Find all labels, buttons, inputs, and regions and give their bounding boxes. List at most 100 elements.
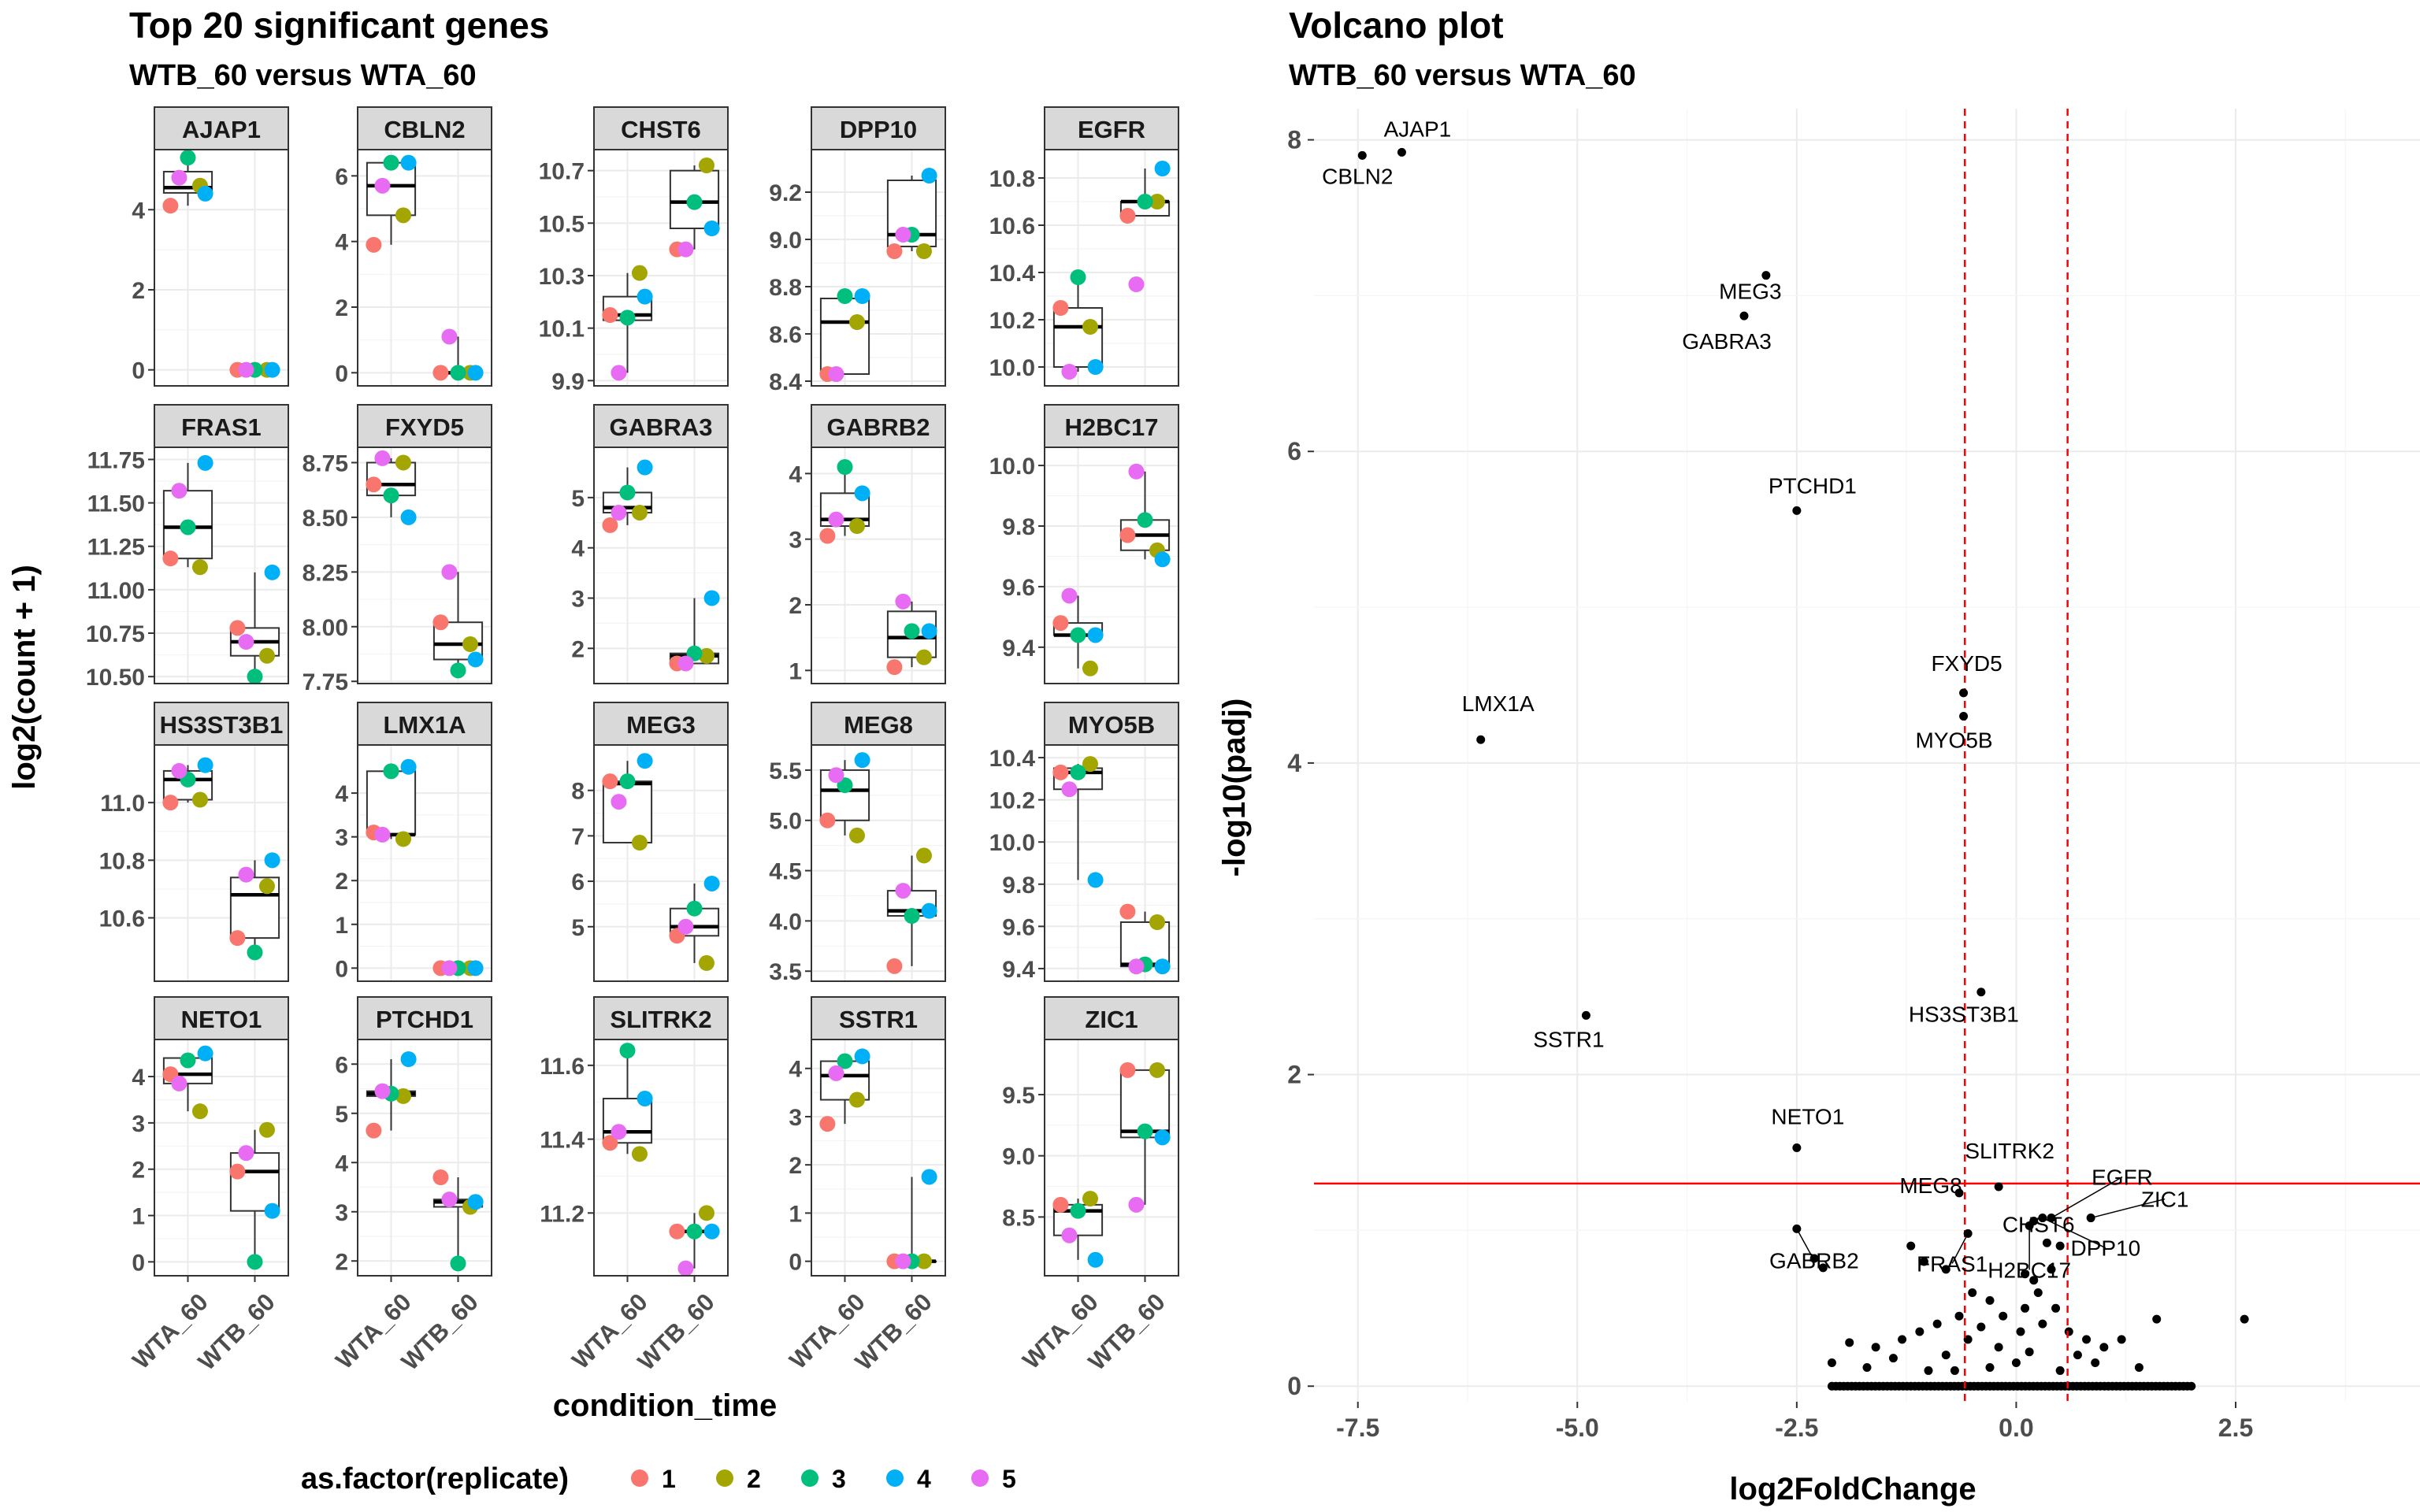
data-point-replicate-3 — [1070, 1203, 1086, 1219]
data-point-replicate-1 — [1119, 1062, 1136, 1078]
y-tick-label: 11.75 — [87, 447, 145, 473]
data-point-replicate-5 — [1061, 364, 1078, 380]
data-point-replicate-4 — [400, 1051, 417, 1067]
y-tick-label: 9.6 — [1002, 914, 1035, 940]
data-point-replicate-3 — [1137, 512, 1153, 528]
data-point-replicate-2 — [698, 1205, 714, 1221]
panel-strip-label: LMX1A — [383, 711, 466, 739]
data-point-replicate-1 — [1052, 764, 1069, 780]
data-point-replicate-4 — [1154, 551, 1171, 568]
data-point-replicate-3 — [383, 487, 399, 504]
y-tick-label: 6 — [335, 1052, 348, 1078]
volcano-point — [2011, 1358, 2021, 1368]
y-tick-label: 8.50 — [302, 506, 348, 532]
volcano-point — [2082, 1335, 2092, 1344]
data-point-replicate-1 — [1119, 527, 1136, 543]
y-tick-label: 10.7 — [539, 159, 585, 185]
panel-fras1: FRAS1 10.50 10.75 11.00 11.25 11.50 11.75 — [86, 404, 289, 691]
panel-strip — [154, 106, 289, 150]
panel-chst6: CHST6 9.9 10.1 10.3 10.5 10.7 — [539, 106, 729, 395]
data-point-replicate-1 — [886, 958, 903, 974]
y-tick-label: 4 — [335, 230, 348, 256]
data-point-replicate-4 — [637, 753, 653, 769]
gene-label-myo5b: MYO5B — [1916, 728, 1993, 753]
panel-border — [593, 447, 729, 684]
data-point-replicate-4 — [400, 509, 417, 525]
y-tick-label: 4.5 — [769, 859, 802, 885]
panel-border — [811, 744, 946, 982]
y-tick-label: 2 — [335, 1249, 348, 1275]
data-point-replicate-5 — [611, 1124, 627, 1140]
y-tick-label: 9.4 — [1002, 636, 1035, 662]
panel-cbln2: CBLN2 0 2 4 6 — [335, 106, 492, 387]
y-tick-label: 10.5 — [539, 211, 585, 237]
gene-label-lmx1a: LMX1A — [1462, 691, 1535, 716]
panel-border — [811, 447, 946, 684]
y-tick-label: 4 — [571, 536, 585, 562]
panel-strip-label: MYO5B — [1068, 711, 1155, 739]
data-point-replicate-2 — [848, 518, 865, 534]
data-point-replicate-5 — [828, 511, 844, 528]
data-point-replicate-2 — [462, 636, 478, 652]
y-tick-label: 11.2 — [540, 1201, 585, 1227]
y-tick-label: 4.0 — [769, 909, 802, 935]
volcano-point — [2091, 1358, 2100, 1368]
data-point-replicate-4 — [637, 1091, 653, 1106]
data-point-replicate-3 — [180, 150, 196, 166]
panel-strip — [357, 702, 492, 746]
data-point-replicate-2 — [698, 647, 714, 664]
panel-plot-area — [594, 447, 728, 684]
y-tick-label: 0 — [335, 361, 348, 387]
data-point-replicate-5 — [611, 794, 627, 810]
data-point-replicate-1 — [432, 365, 449, 381]
data-point-replicate-3 — [247, 944, 263, 961]
data-point-replicate-4 — [197, 185, 213, 202]
gene-label-fxyd5: FXYD5 — [1931, 651, 2002, 676]
data-point-replicate-1 — [366, 1122, 382, 1139]
y-tick-label: 4 — [132, 1065, 145, 1091]
y-tick-label: 1 — [132, 1204, 145, 1230]
data-point-replicate-5 — [677, 241, 694, 258]
y-tick-label: 0 — [132, 1250, 145, 1276]
data-point-replicate-3 — [904, 908, 920, 925]
data-point-replicate-5 — [828, 767, 844, 784]
data-point-replicate-3 — [383, 763, 399, 780]
data-point-replicate-2 — [915, 1253, 932, 1269]
panel-meg8: MEG8 3.5 4.0 4.5 5.0 5.5 — [769, 702, 946, 985]
volcano-point — [2117, 1335, 2126, 1344]
y-tick-label: 10.4 — [989, 261, 1036, 287]
y-tick-label: 3 — [571, 586, 585, 612]
data-point-replicate-4 — [854, 752, 870, 769]
panel-strip-label: SLITRK2 — [610, 1006, 711, 1033]
data-point-replicate-2 — [395, 207, 411, 224]
data-point-replicate-2 — [915, 847, 932, 864]
data-point-replicate-5 — [611, 365, 627, 381]
volcano-point — [2099, 1343, 2109, 1352]
data-point-replicate-3 — [686, 194, 703, 210]
label-leader-line — [1951, 1232, 1969, 1264]
data-point-replicate-2 — [631, 835, 648, 851]
y-tick-label: 9.6 — [1002, 575, 1035, 601]
y-tick-label: 10.0 — [989, 830, 1035, 856]
panel-border — [593, 1039, 729, 1277]
y-tick-label: 10.1 — [539, 317, 585, 343]
x-tick-label: 0.0 — [1999, 1414, 2033, 1442]
gene-label-meg8: MEG8 — [1899, 1173, 1962, 1198]
data-point-replicate-5 — [171, 1075, 187, 1091]
volcano-point — [2047, 1265, 2056, 1274]
data-point-replicate-4 — [637, 288, 653, 305]
volcano-point — [2029, 1276, 2039, 1285]
panel-meg3: MEG3 5 6 7 8 — [571, 702, 729, 982]
volcano-point — [1915, 1327, 1924, 1336]
y-tick-label: 8.5 — [1002, 1205, 1035, 1231]
data-point-replicate-3 — [686, 900, 703, 917]
data-point-replicate-2 — [631, 265, 648, 281]
volcano-point — [2021, 1303, 2030, 1313]
volcano-point-labeled — [1792, 506, 1802, 515]
volcano-point-labeled — [1959, 688, 1969, 698]
data-point-replicate-2 — [191, 791, 208, 808]
volcano-point-labeled — [1397, 147, 1406, 157]
data-point-replicate-4 — [703, 590, 720, 606]
data-point-replicate-5 — [1128, 958, 1145, 975]
